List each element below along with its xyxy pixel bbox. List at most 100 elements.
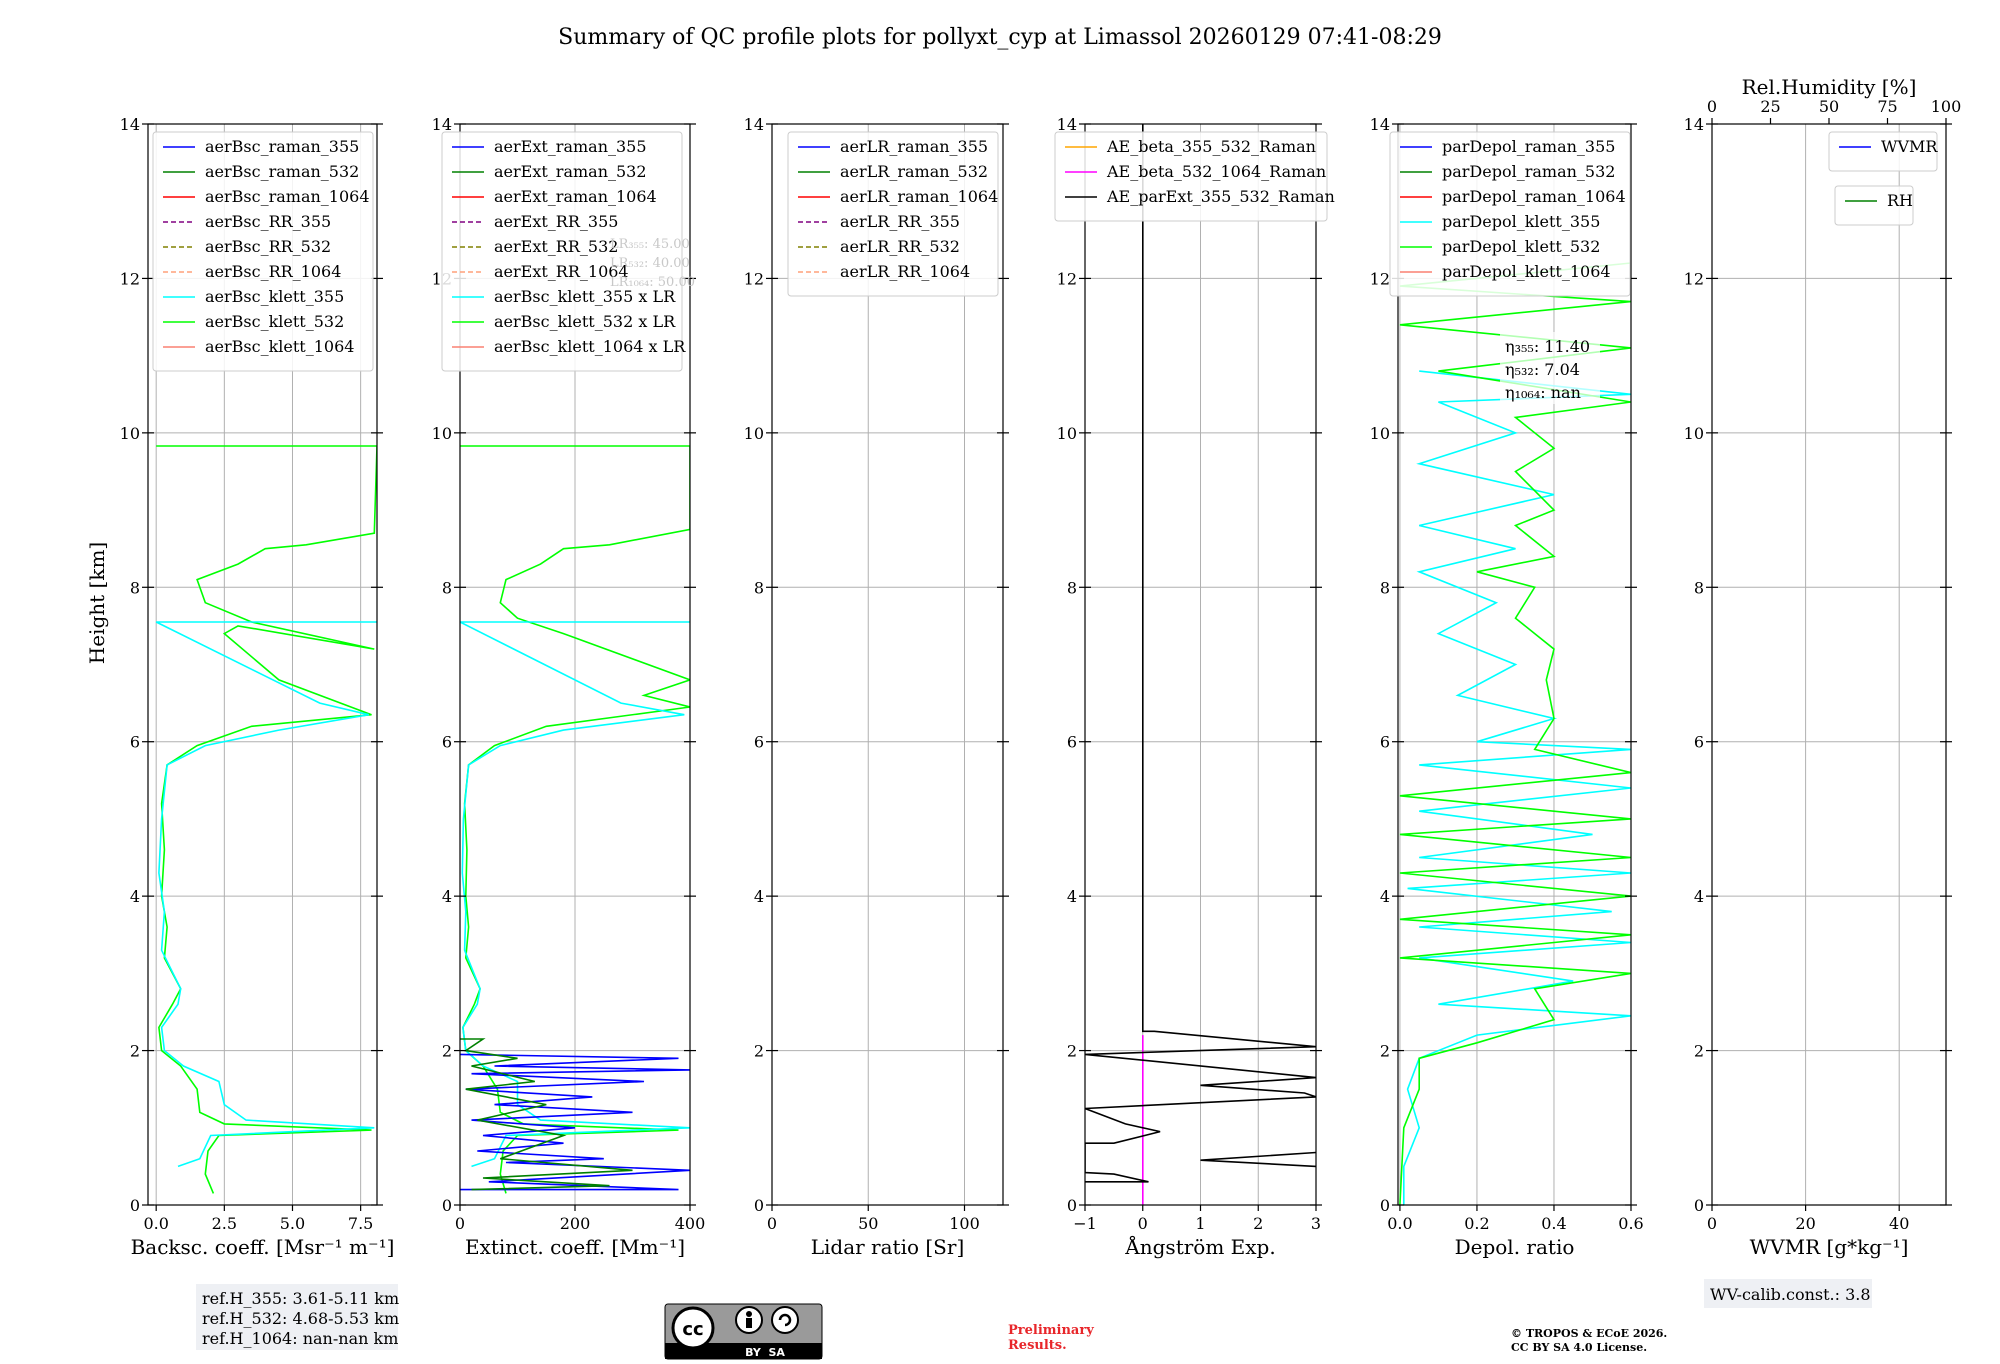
legend-label: aerBsc_raman_532 [205,162,359,181]
series-aerBsc_klett_355 [155,621,377,1168]
legend-label: aerBsc_klett_1064 [205,337,354,356]
panel-backscatter: 0 2 4 6 8 10 12 14 0.0 2.5 5.0 7.5 Backsc. coeff. [M… [120,115,399,1350]
panel-depolarization: 0 2 4 6 8 10 12 14 0.0 0.2 0.4 0.6 Depol. ratio parDe… [1370,115,1644,1259]
y-tick-label: 10 [1370,424,1390,443]
y-tick-label: 12 [120,269,140,288]
top-tick-label: 0 [1707,97,1717,116]
lr-label: LR₅₃₂: 40.00 [610,256,690,271]
legend-box [152,131,374,372]
x-axis-label: Backsc. coeff. [Msr⁻¹ m⁻¹] [131,1235,395,1259]
legend-label: aerLR_RR_355 [840,212,960,231]
legend-label: parDepol_klett_355 [1442,212,1600,231]
x-axis-label: Lidar ratio [Sr] [811,1235,965,1259]
legend: parDepol_raman_355 parDepol_raman_532 parD… [1389,131,1631,297]
series-parDepol_klett_355 [1403,370,1631,1205]
legend: aerExt_raman_355 aerExt_raman_532 aerExt_r… [441,131,686,372]
legend-label: aerExt_RR_532 [494,237,618,256]
legend-label: AE_beta_355_532_Raman [1106,137,1316,156]
y-tick-label: 4 [1067,887,1077,906]
legend-label: WVMR [1881,137,1938,156]
legend-box [1054,131,1328,222]
legend: WVMR [1828,131,1938,172]
series-group [155,445,377,1194]
legend-label: aerBsc_klett_532 x LR [494,312,676,331]
x-tick-label: 0.2 [1464,1214,1489,1233]
legend-label: aerLR_raman_532 [840,162,988,181]
y-tick-label: 12 [744,269,764,288]
y-tick-label: 10 [120,424,140,443]
eta-box [1500,332,1600,404]
top-tick-label: 25 [1760,97,1780,116]
y-tick-label: 12 [1684,269,1704,288]
series-AE_parExt_355_532_Raman_b [1200,1151,1316,1168]
y-tick-label: 4 [1694,887,1704,906]
y-tick-label: 8 [130,578,140,597]
license-text: BY SA [745,1346,785,1359]
x-tick-label: 0 [1707,1214,1717,1233]
y-tick-label: 12 [1370,269,1390,288]
legend-label: aerLR_RR_532 [840,237,960,256]
ref-height-label: ref.H_532: 4.68-5.53 km [202,1309,399,1328]
x-tick-label: 1 [1195,1214,1205,1233]
series-group [1399,262,1631,1205]
top-tick-label: 50 [1819,97,1839,116]
y-tick-label: 12 [1057,269,1077,288]
legend-label: aerExt_RR_1064 [494,262,629,281]
y-tick-label: 0 [1067,1196,1077,1215]
top-axis-label: Rel.Humidity [%] [1742,75,1917,99]
legend: AE_beta_355_532_Raman AE_beta_532_1064_Ra… [1054,131,1335,222]
legend-box [1389,131,1631,297]
legend-label: aerBsc_klett_1064 x LR [494,337,686,356]
lr-label: LR₁₀₆₄: 50.00 [610,275,695,290]
svg-text:cc: cc [682,1319,703,1340]
x-tick-label: 0.0 [143,1214,168,1233]
calib-box [1704,1279,1872,1308]
y-tick-label: 8 [754,578,764,597]
copyright-line-2: CC BY SA 4.0 License. [1511,1341,1647,1354]
axes-frame [771,123,1004,1206]
y-tick-label: 0 [754,1196,764,1215]
lr-label: LR₃₅₅: 45.00 [610,237,690,252]
axes-frame [147,123,378,1206]
y-tick-label: 6 [130,733,140,752]
y-tick-label: 0 [442,1196,452,1215]
ref-height-box [196,1284,398,1350]
y-tick-label: 4 [442,887,452,906]
panel-extinction: 024681012140200400Extinct. coeff. [Mm⁻¹]… [432,115,706,1259]
legend-box [1828,131,1938,172]
top-tick-label: 75 [1877,97,1897,116]
y-tick-label: 0 [130,1196,140,1215]
legend-label: aerExt_raman_532 [494,162,647,181]
y-tick-label: 0 [1694,1196,1704,1215]
y-tick-label: 4 [130,887,140,906]
eta-label: η₁₀₆₄: nan [1505,383,1581,402]
legend-box [787,131,999,297]
x-tick-label: 40 [1889,1214,1909,1233]
y-tick-label: 10 [1057,424,1077,443]
preliminary-note: Preliminary Results. [1008,1323,1098,1353]
y-tick-label: 8 [1067,578,1077,597]
legend-label: aerExt_RR_355 [494,212,618,231]
cc-license-logo: cc BY SA [664,1303,823,1360]
y-tick-label: 8 [442,578,452,597]
legend-label: aerBsc_klett_355 [205,287,344,306]
x-tick-label: 200 [560,1214,591,1233]
series-aerBsc_klett_355 x LR [460,621,690,1168]
legend-label: parDepol_raman_532 [1442,162,1615,181]
x-axis-label: Extinct. coeff. [Mm⁻¹] [465,1235,685,1259]
y-tick-label: 2 [1380,1042,1390,1061]
legend-label: parDepol_raman_355 [1442,137,1615,156]
x-tick-label: 7.5 [348,1214,373,1233]
y-tick-label: 4 [1380,887,1390,906]
x-tick-label: 0.6 [1618,1214,1643,1233]
x-tick-label: 400 [675,1214,706,1233]
calib-label: WV-calib.const.: 3.8 [1710,1285,1871,1304]
y-tick-label: 6 [1067,733,1077,752]
x-tick-label: 0.0 [1387,1214,1412,1233]
legend: aerBsc_raman_355 aerBsc_raman_532 aerBsc_r… [152,131,374,372]
y-axis-label: Height [km] [85,542,109,664]
legend-label: AE_parExt_355_532_Raman [1106,187,1335,206]
y-tick-label: 2 [1067,1042,1077,1061]
